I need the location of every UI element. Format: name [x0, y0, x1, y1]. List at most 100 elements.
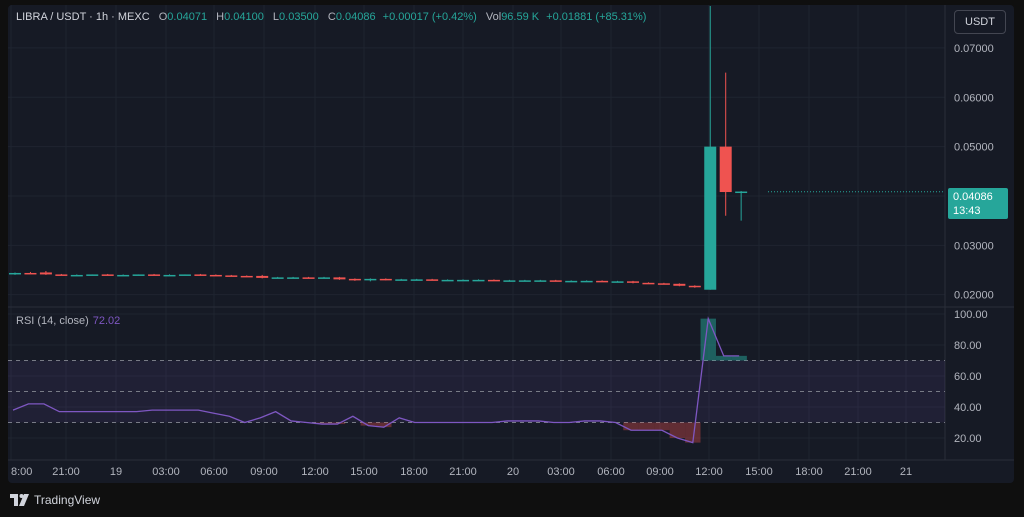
axes: 0.07000 0.06000 0.05000 0.03000 0.02000 100.0…	[11, 43, 994, 478]
candle-body	[333, 277, 346, 280]
time-axis-label: 12:00	[695, 466, 723, 478]
chart-panel[interactable]: 0.07000 0.06000 0.05000 0.03000 0.02000 100.0…	[8, 5, 1014, 483]
footer[interactable]: TradingView	[10, 493, 100, 507]
rsi-band-fill	[8, 360, 945, 423]
last-price-value: 0.04086	[953, 191, 993, 203]
rsi-line	[12, 316, 740, 444]
candle-body	[132, 274, 145, 276]
candle-body	[194, 274, 207, 276]
candle-body	[688, 285, 701, 288]
candle-body	[565, 280, 578, 283]
rsi-band	[8, 360, 945, 423]
open-value: 0.04071	[167, 11, 208, 23]
candle-body	[348, 278, 361, 281]
candle-body	[24, 272, 37, 275]
candle-body	[735, 191, 748, 194]
time-axis-label: 12:00	[301, 466, 329, 478]
tradingview-logo-icon	[10, 494, 29, 506]
candle-body	[410, 279, 423, 281]
candle-body	[487, 279, 500, 282]
time-axis-label: 15:00	[745, 466, 773, 478]
candle-body	[271, 277, 284, 279]
rsi-axis-label: 40.00	[954, 402, 982, 414]
time-axis-label: 15:00	[350, 466, 378, 478]
rsi-value: 72.02	[92, 315, 121, 327]
price-axis-label: 0.06000	[954, 92, 994, 104]
time-axis-label: 18:00	[400, 466, 428, 478]
candle-body	[318, 277, 330, 279]
candle-body	[673, 283, 686, 286]
time-axis-label: 03:00	[152, 466, 180, 478]
candle-body	[148, 274, 161, 276]
candle-body	[70, 274, 83, 277]
time-axis-label: 06:00	[200, 466, 228, 478]
last-price-tag: 0.04086 13:43	[948, 188, 1008, 219]
close-label: C	[327, 11, 336, 23]
candle-body	[549, 280, 562, 282]
time-axis-label: 21:00	[844, 466, 872, 478]
candle-body	[86, 274, 99, 276]
candle-body	[256, 275, 269, 278]
candle-body	[209, 274, 222, 277]
symbol-name[interactable]: LIBRA / USDT · 1h · MEXC	[16, 11, 150, 23]
time-axis-label: 8:00	[11, 466, 32, 478]
time-axis-label: 06:00	[597, 466, 625, 478]
rsi-axis-label: 80.00	[954, 340, 982, 352]
open-label: O	[158, 11, 168, 23]
candle-body	[39, 272, 52, 275]
candle-body	[719, 146, 732, 193]
currency-button[interactable]: USDT	[954, 10, 1006, 34]
time-axis-label: 19	[110, 466, 122, 478]
candle-body	[642, 282, 655, 285]
tradingview-brand: TradingView	[34, 493, 101, 507]
candle-body	[657, 283, 670, 285]
candle-body	[55, 274, 68, 276]
candles	[9, 5, 748, 290]
time-axis-label: 18:00	[795, 466, 823, 478]
high-label: H	[216, 11, 225, 23]
symbol-legend: LIBRA / USDT · 1h · MEXC O0.04071 H0.041…	[16, 11, 646, 23]
candle-body	[704, 146, 717, 290]
chart-canvas[interactable]: 0.07000 0.06000 0.05000 0.03000 0.02000 100.0…	[8, 5, 1014, 483]
price-axis-label: 0.07000	[954, 43, 994, 55]
time-axis-label: 21:00	[52, 466, 80, 478]
candle-body	[503, 280, 516, 282]
candle-body	[441, 279, 454, 282]
candle-body	[534, 280, 547, 282]
rsi-axis-label: 100.00	[954, 309, 988, 321]
grid-lines	[8, 5, 1014, 461]
time-axis-label: 21:00	[449, 466, 477, 478]
candle-body	[627, 281, 639, 283]
candle-body	[287, 277, 300, 279]
candle-body	[117, 274, 130, 277]
candle-body	[472, 279, 485, 282]
low-value: 0.03500	[279, 11, 319, 23]
candle-body	[518, 280, 531, 282]
candle-body	[379, 278, 392, 281]
high-value: 0.04100	[224, 11, 264, 23]
candle-body	[240, 275, 253, 278]
volume-change-value: +0.01881 (+85.31%)	[546, 11, 647, 23]
time-axis-label: 03:00	[547, 466, 575, 478]
rsi-axis-label: 20.00	[954, 433, 982, 445]
time-axis-label: 20	[507, 466, 519, 478]
price-axis-label: 0.03000	[954, 240, 994, 252]
candle-body	[611, 281, 624, 283]
volume-value: 96.59 K	[501, 11, 540, 23]
candle-body	[302, 277, 315, 279]
rsi-axis-label: 60.00	[954, 371, 982, 383]
candle-body	[163, 274, 176, 277]
rsi-legend: RSI (14, close) 72.02	[16, 315, 120, 327]
price-axis-label: 0.02000	[954, 290, 994, 302]
change-value: +0.00017 (+0.42%)	[382, 11, 477, 23]
time-axis-label: 21	[900, 466, 912, 478]
time-axis-label: 09:00	[250, 466, 278, 478]
candle-body	[457, 279, 470, 282]
price-axis-label: 0.05000	[954, 142, 994, 154]
rsi-label[interactable]: RSI (14, close)	[16, 315, 89, 327]
candle-body	[395, 279, 408, 281]
candle-body	[596, 280, 609, 283]
candle-body	[364, 278, 377, 281]
candle-body	[9, 272, 21, 275]
